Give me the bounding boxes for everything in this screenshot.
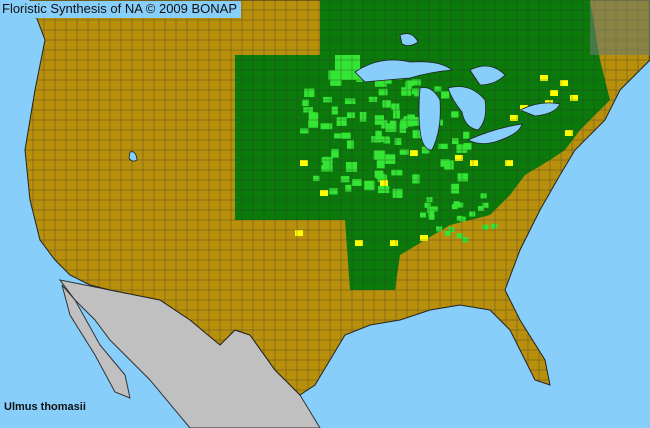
quebec-region: [590, 0, 650, 55]
baja-peninsula: [61, 284, 131, 399]
lake-ontario: [519, 102, 561, 117]
georgian-bay: [469, 65, 506, 86]
map-title: Floristic Synthesis of NA © 2009 BONAP: [2, 1, 242, 18]
lake-superior: [354, 59, 453, 83]
lake-huron: [447, 86, 487, 131]
lake-erie: [467, 123, 523, 144]
great-salt-lake: [128, 151, 138, 162]
great-lakes: [128, 33, 561, 162]
lake-nipigon: [399, 33, 419, 46]
species-name: Ulmus thomasii: [4, 401, 86, 413]
lake-michigan: [418, 87, 441, 151]
